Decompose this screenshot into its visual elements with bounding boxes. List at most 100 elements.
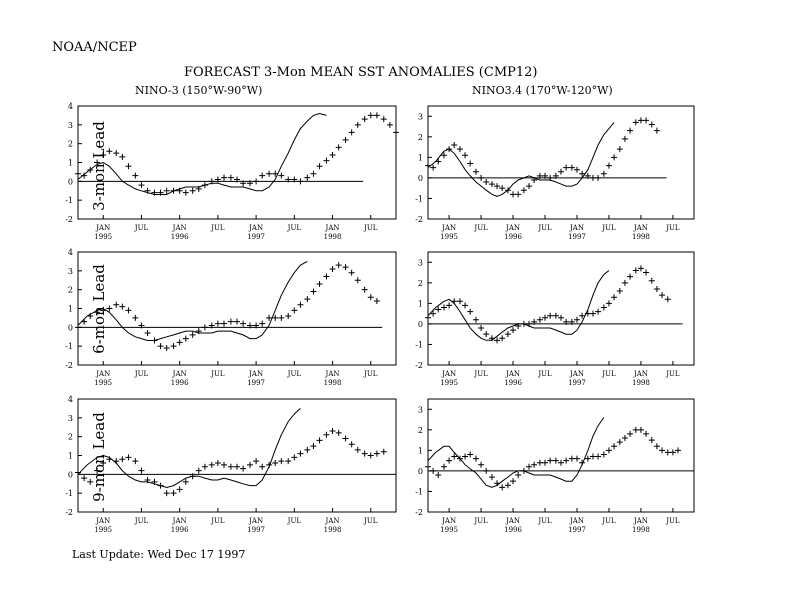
x-tick-month: JAN <box>441 370 456 378</box>
observed-marker <box>510 478 517 485</box>
x-tick-month: JAN <box>325 370 340 378</box>
observed-marker <box>373 297 380 304</box>
observed-marker <box>113 458 120 465</box>
observed-marker <box>259 320 266 327</box>
x-tick-month: JUL <box>363 224 378 232</box>
observed-marker <box>499 185 506 192</box>
observed-marker <box>462 152 469 159</box>
observed-marker <box>87 167 94 174</box>
observed-marker <box>113 301 120 308</box>
observed-marker <box>208 461 215 468</box>
observed-marker <box>643 269 650 276</box>
x-tick-month: JAN <box>505 517 520 525</box>
x-tick-month: JAN <box>505 224 520 232</box>
observed-marker <box>595 174 602 181</box>
observed-marker <box>648 277 655 284</box>
observed-marker <box>520 467 527 474</box>
observed-marker <box>195 328 202 335</box>
observed-marker <box>170 490 177 497</box>
observed-marker <box>472 316 479 323</box>
y-tick-label: -2 <box>415 508 423 517</box>
observed-marker <box>170 187 177 194</box>
observed-marker <box>253 458 260 465</box>
observed-marker <box>119 303 126 310</box>
observed-marker <box>531 461 538 468</box>
x-tick-month: JAN <box>172 370 187 378</box>
observed-marker <box>227 174 234 181</box>
observed-marker <box>621 279 628 286</box>
y-tick-label: 1 <box>418 153 423 162</box>
x-tick-month: JAN <box>441 517 456 525</box>
plot-frame <box>427 105 695 220</box>
observed-marker <box>310 443 317 450</box>
observed-marker <box>246 180 253 187</box>
y-tick-label: -2 <box>65 215 73 224</box>
observed-marker <box>195 185 202 192</box>
observed-marker <box>446 302 453 309</box>
y-tick-label: 3 <box>418 258 423 267</box>
observed-marker <box>380 116 387 123</box>
observed-marker <box>323 431 330 438</box>
y-tick-label: 2 <box>68 433 73 442</box>
y-tick-label: 2 <box>418 279 423 288</box>
x-tick-month: JAN <box>569 370 584 378</box>
x-tick-month: JAN <box>95 224 110 232</box>
observed-marker <box>568 318 575 325</box>
x-tick-year: 1997 <box>568 379 586 387</box>
observed-marker <box>373 112 380 119</box>
observed-marker <box>182 478 189 485</box>
observed-marker <box>240 320 247 327</box>
forecast-line <box>77 408 301 489</box>
observed-marker <box>87 478 94 485</box>
observed-marker <box>478 461 485 468</box>
x-tick-month: JAN <box>325 517 340 525</box>
observed-marker <box>648 121 655 128</box>
observed-marker <box>240 465 247 472</box>
observed-marker <box>106 305 113 312</box>
x-tick-month: JAN <box>248 517 263 525</box>
observed-marker <box>189 473 196 480</box>
observed-marker <box>367 452 374 459</box>
x-tick-year: 1995 <box>440 233 458 241</box>
x-tick-month: JUL <box>665 224 680 232</box>
y-tick-label: -1 <box>65 342 73 351</box>
last-update: Last Update: Wed Dec 17 1997 <box>72 548 246 561</box>
observed-marker <box>151 189 158 196</box>
observed-marker <box>488 181 495 188</box>
observed-marker <box>323 157 330 164</box>
observed-marker <box>367 294 374 301</box>
observed-marker <box>132 314 139 321</box>
x-tick-month: JAN <box>325 224 340 232</box>
observed-marker <box>291 454 298 461</box>
x-tick-month: JUL <box>473 517 488 525</box>
forecast-line <box>427 270 610 341</box>
observed-marker <box>201 463 208 470</box>
observed-marker <box>563 318 570 325</box>
observed-marker <box>494 337 501 344</box>
observed-marker <box>573 316 580 323</box>
observed-marker <box>138 182 145 189</box>
observed-marker <box>214 320 221 327</box>
x-tick-month: JUL <box>473 224 488 232</box>
observed-marker <box>367 112 374 119</box>
observed-marker <box>510 191 517 198</box>
observed-marker <box>504 482 511 489</box>
observed-marker <box>573 166 580 173</box>
y-tick-label: 3 <box>418 405 423 414</box>
y-tick-label: 1 <box>418 299 423 308</box>
observed-marker <box>451 298 458 305</box>
observed-marker <box>653 127 660 134</box>
observed-marker <box>425 463 431 470</box>
observed-marker <box>246 461 253 468</box>
observed-marker <box>272 460 279 467</box>
observed-marker <box>144 476 151 483</box>
plot-frame <box>427 398 695 513</box>
observed-marker <box>659 447 666 454</box>
agency-label: NOAA/NCEP <box>52 40 137 55</box>
observed-marker <box>435 306 442 313</box>
y-tick-label: 0 <box>68 177 73 186</box>
observed-marker <box>208 322 215 329</box>
